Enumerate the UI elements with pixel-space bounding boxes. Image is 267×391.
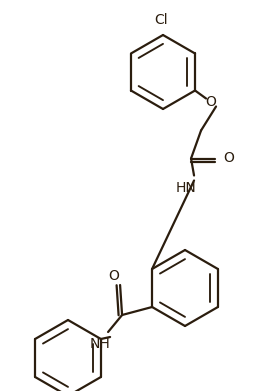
Text: O: O — [206, 95, 217, 109]
Text: O: O — [223, 151, 234, 165]
Text: O: O — [109, 269, 120, 283]
Text: HN: HN — [176, 181, 197, 194]
Text: Cl: Cl — [154, 13, 168, 27]
Text: NH: NH — [90, 337, 111, 351]
